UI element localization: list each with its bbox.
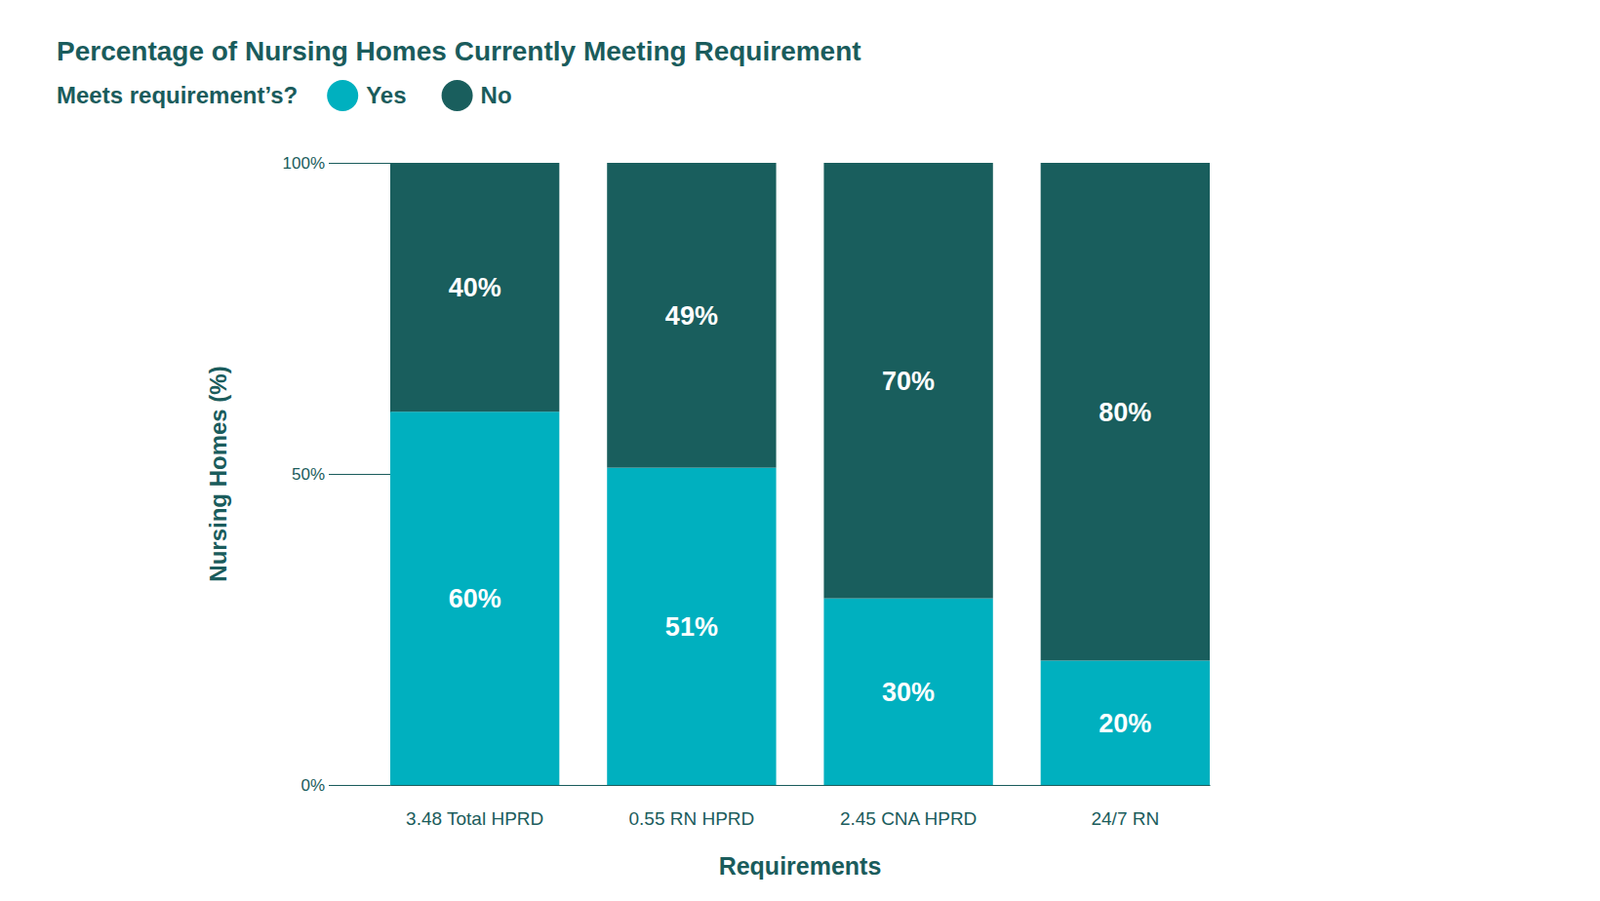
bar-segment bbox=[1040, 162, 1210, 661]
legend-item: Yes bbox=[326, 80, 406, 112]
data-label: 51% bbox=[665, 612, 719, 642]
y-tick: 0% bbox=[300, 776, 391, 796]
axis-line bbox=[391, 785, 1211, 787]
y-axis: 0% 50% 100% bbox=[282, 154, 392, 796]
legend-title: Meets requirement’s? bbox=[56, 81, 298, 109]
tick-label: 50% bbox=[291, 465, 325, 484]
chart: Percentage of Nursing Homes Currently Me… bbox=[0, 0, 1600, 901]
legend-label: No bbox=[480, 81, 513, 109]
x-tick: 3.48 Total HPRD bbox=[405, 785, 544, 830]
legend-item: No bbox=[441, 80, 513, 112]
legend: Meets requirement’s? Yes No bbox=[56, 80, 513, 112]
data-label: 49% bbox=[665, 301, 719, 331]
bar-segment bbox=[1040, 660, 1210, 786]
tick-label: 3.48 Total HPRD bbox=[405, 808, 544, 830]
x-axis: 3.48 Total HPRD 0.55 RN HPRD 2.45 CNA HPRD… bbox=[391, 785, 1211, 830]
tick-mark bbox=[328, 162, 391, 164]
bar-segment bbox=[390, 162, 560, 412]
data-labels: 60% 51% 30% 20% 40% 49% 70% 80% bbox=[448, 273, 1153, 739]
data-label: 70% bbox=[881, 366, 935, 397]
data-label: 80% bbox=[1098, 398, 1152, 428]
legend-swatch bbox=[441, 80, 474, 112]
tick-mark bbox=[328, 474, 391, 476]
tick-label: 0% bbox=[300, 776, 325, 796]
tick-label: 0.55 RN HPRD bbox=[628, 808, 755, 830]
title: Percentage of Nursing Homes Currently Me… bbox=[56, 36, 862, 67]
legend-swatch bbox=[326, 80, 359, 112]
y-axis-title: Nursing Homes (%) bbox=[204, 365, 232, 582]
y-tick: 50% bbox=[291, 465, 391, 484]
bar-segment bbox=[823, 162, 993, 600]
data-label: 20% bbox=[1098, 709, 1152, 739]
bar-segment bbox=[390, 411, 560, 786]
tick-mark bbox=[328, 785, 391, 787]
tick-label: 24/7 RN bbox=[1090, 808, 1160, 830]
bar-segment bbox=[823, 599, 993, 786]
data-label: 40% bbox=[448, 273, 502, 303]
x-axis-title: Requirements bbox=[719, 852, 882, 880]
bars bbox=[390, 162, 1210, 786]
legend-label: Yes bbox=[365, 81, 406, 109]
data-label: 60% bbox=[448, 584, 502, 614]
data-label: 30% bbox=[881, 678, 935, 708]
tick-label: 100% bbox=[282, 154, 325, 173]
x-tick: 24/7 RN bbox=[1090, 785, 1160, 830]
x-tick: 0.55 RN HPRD bbox=[628, 785, 755, 830]
x-tick: 2.45 CNA HPRD bbox=[840, 785, 977, 830]
bar-segment bbox=[606, 162, 776, 469]
tick-label: 2.45 CNA HPRD bbox=[840, 808, 977, 830]
bar-segment bbox=[606, 468, 776, 786]
axis-line bbox=[328, 163, 392, 787]
y-tick: 100% bbox=[282, 154, 391, 173]
